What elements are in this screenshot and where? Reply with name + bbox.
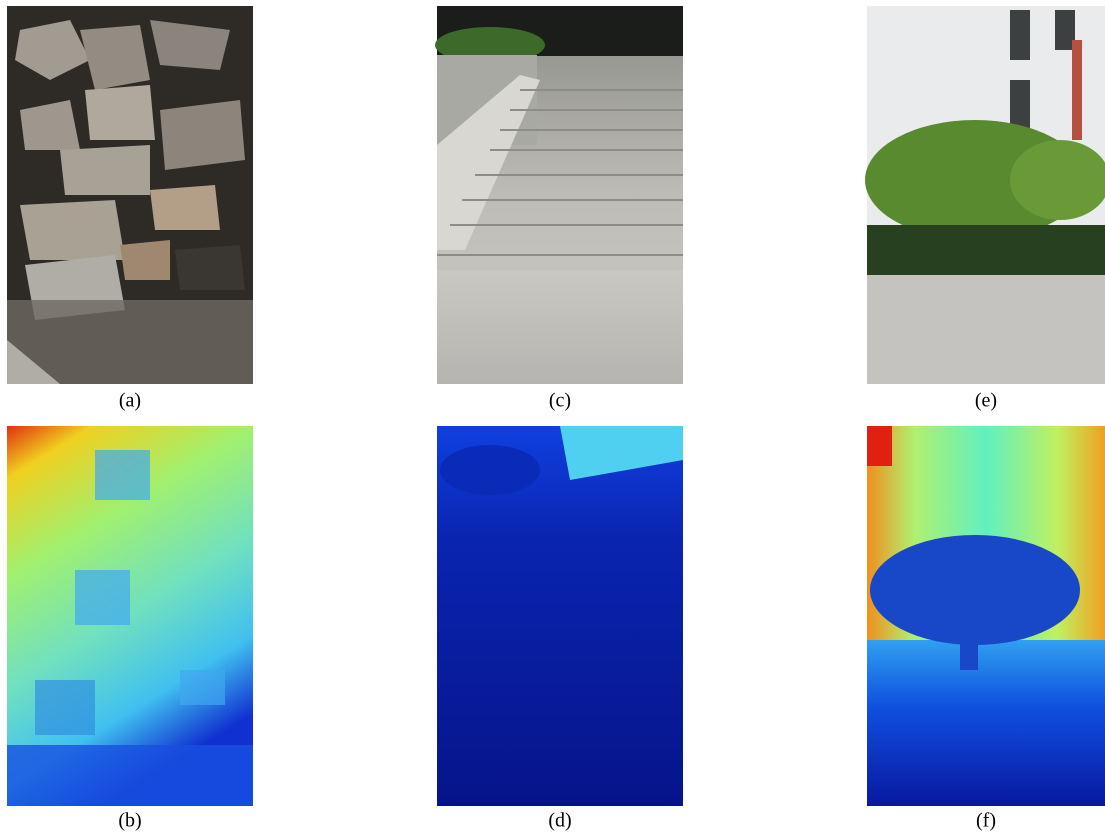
depth-map — [7, 426, 253, 806]
caption: (a) — [119, 390, 141, 412]
photo — [865, 6, 1105, 384]
depth-map — [867, 426, 1105, 806]
photo — [435, 6, 683, 384]
photo — [7, 6, 253, 384]
caption: (f) — [976, 810, 996, 832]
caption: (b) — [118, 810, 141, 832]
figure: (a) (c) (e) (b) (d) (f) — [0, 0, 1105, 834]
depth-map — [437, 426, 683, 806]
caption: (c) — [549, 390, 571, 412]
caption: (e) — [975, 390, 997, 412]
caption: (d) — [548, 810, 571, 832]
